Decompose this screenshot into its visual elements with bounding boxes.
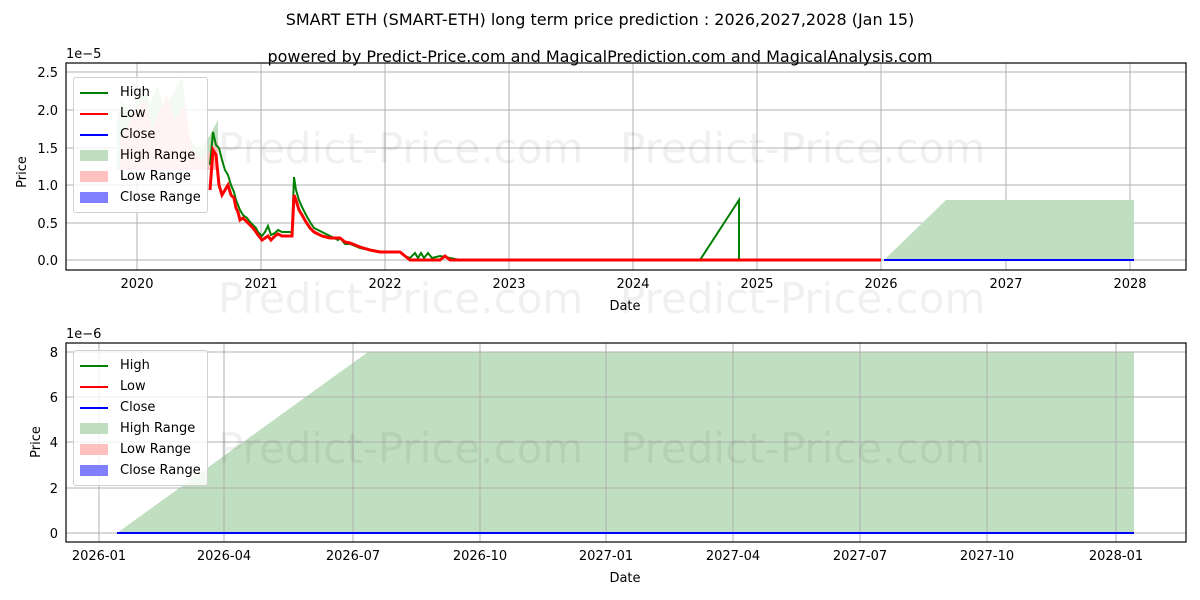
legend-line-icon [80,385,108,388]
legend-area-icon [80,465,108,476]
svg-text:0.5: 0.5 [37,217,58,232]
svg-text:1.0: 1.0 [37,179,58,194]
legend-line-icon [80,112,108,115]
watermark: Predict-Price.com [218,124,584,173]
legend-item-low-range: Low Range [80,166,201,187]
legend-line-icon [80,133,108,136]
legend-area-icon [80,192,108,203]
legend-item-close: Close [80,124,201,145]
chart-title: SMART ETH (SMART-ETH) long term price pr… [285,10,915,29]
legend-area-icon [80,444,108,455]
svg-text:2028-01: 2028-01 [1089,549,1143,564]
svg-text:2024: 2024 [616,277,649,292]
legend-item-close: Close [80,397,201,418]
legend-area-icon [80,150,108,161]
svg-text:2027-01: 2027-01 [579,549,633,564]
svg-text:2.5: 2.5 [37,66,58,81]
bottom-axes-frame [65,342,1187,543]
svg-text:1.5: 1.5 [37,142,58,157]
legend-item-high-range: High Range [80,145,201,166]
legend-item-high-range: High Range [80,418,201,439]
watermark: Predict-Price.com [620,274,986,323]
svg-text:2.0: 2.0 [37,104,58,119]
top-axes-frame [65,62,1187,271]
legend-area-icon [80,423,108,434]
legend-item-high: High [80,82,201,103]
svg-text:2027-07: 2027-07 [833,549,887,564]
svg-text:2026-01: 2026-01 [72,549,126,564]
legend-item-high: High [80,355,201,376]
bottom-ylabel: Price [29,426,44,458]
svg-text:2020: 2020 [120,277,153,292]
watermark: Predict-Price.com [218,274,584,323]
svg-text:2023: 2023 [492,277,525,292]
watermark: Predict-Price.com [218,424,584,473]
legend-line-icon [80,91,108,94]
watermark: Predict-Price.com [620,424,986,473]
svg-text:2026-10: 2026-10 [453,549,507,564]
top-scale-label: 1e−5 [66,47,101,62]
legend-line-icon [80,406,108,409]
legend-area-icon [80,171,108,182]
svg-text:0.0: 0.0 [37,254,58,269]
top-legend: High Low Close High Range Low Range Clos… [73,77,208,213]
watermark: Predict-Price.com [620,124,986,173]
top-high-range-area [884,200,1134,260]
chart-subtitle: powered by Predict-Price.com and Magical… [267,47,933,66]
svg-text:2027-10: 2027-10 [960,549,1014,564]
legend-item-low: Low [80,103,201,124]
svg-text:4: 4 [50,436,58,451]
top-xlabel: Date [609,299,640,314]
svg-text:2028: 2028 [1113,277,1146,292]
svg-text:2021: 2021 [244,277,277,292]
legend-item-close-range: Close Range [80,460,201,481]
svg-text:2: 2 [50,482,58,497]
legend-item-low: Low [80,376,201,397]
svg-text:2026-04: 2026-04 [197,549,251,564]
legend-line-icon [80,364,108,367]
legend-item-close-range: Close Range [80,187,201,208]
svg-text:6: 6 [50,391,58,406]
bottom-scale-label: 1e−6 [66,327,101,342]
svg-text:8: 8 [50,346,58,361]
svg-text:0: 0 [50,527,58,542]
svg-text:2027-04: 2027-04 [706,549,760,564]
bottom-xlabel: Date [609,571,640,586]
svg-text:2026: 2026 [864,277,897,292]
svg-text:2022: 2022 [368,277,401,292]
svg-text:2026-07: 2026-07 [326,549,380,564]
svg-text:2025: 2025 [740,277,773,292]
bottom-legend: High Low Close High Range Low Range Clos… [73,350,208,486]
svg-text:2027: 2027 [989,277,1022,292]
top-ylabel: Price [15,156,30,188]
legend-item-low-range: Low Range [80,439,201,460]
